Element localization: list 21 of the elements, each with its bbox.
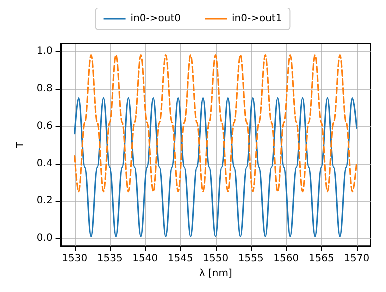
y-tick-label: 0.6	[36, 120, 53, 132]
x-tick-label: 1555	[238, 254, 264, 265]
x-tick-label: 1570	[344, 254, 370, 265]
line-series	[74, 54, 358, 193]
x-tick-label: 1530	[62, 254, 88, 265]
legend-label: in0->out1	[232, 14, 282, 24]
x-axis-title: λ [nm]	[199, 268, 232, 280]
legend-label: in0->out0	[130, 14, 182, 24]
x-tick-label: 1560	[274, 254, 300, 265]
line-series	[74, 98, 358, 238]
y-tick-label: 0.0	[36, 233, 53, 244]
y-tick-label: 0.4	[36, 158, 53, 170]
y-tick-label: 0.2	[36, 196, 53, 207]
y-tick-label: 0.8	[36, 83, 53, 94]
x-tick-label: 1545	[168, 254, 194, 265]
y-axis-title: T	[16, 141, 26, 150]
x-tick-label: 1540	[132, 254, 158, 265]
y-tick-label: 1.0	[36, 46, 53, 57]
x-tick-label: 1565	[308, 254, 334, 265]
x-tick-label: 1535	[97, 254, 123, 265]
x-tick-label: 1550	[203, 254, 229, 265]
